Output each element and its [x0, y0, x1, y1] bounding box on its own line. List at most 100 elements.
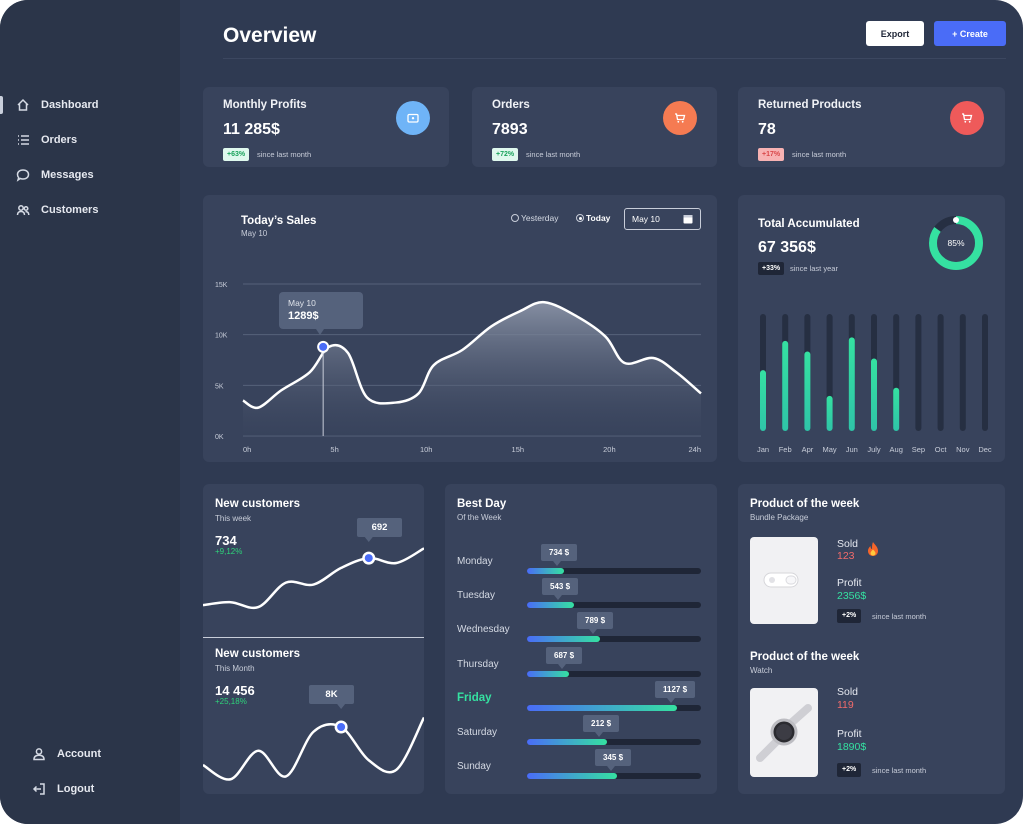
tag-tail — [589, 629, 597, 635]
radio-circle-checked — [576, 214, 584, 222]
highlight-point — [319, 342, 328, 351]
best-day-track — [527, 568, 701, 574]
nc-month-change: +25,18% — [215, 697, 247, 706]
stat-title: Monthly Profits — [223, 99, 307, 111]
accumulated-badge: +33% — [758, 262, 785, 275]
best-day-value-tag: 734 $ — [541, 544, 578, 566]
product-subtitle: Bundle Package — [750, 513, 809, 522]
tooltip-value: 1289$ — [288, 310, 319, 322]
nc-month-point — [337, 723, 346, 731]
nc-week-tooltip-tail — [364, 537, 373, 542]
radio-circle — [511, 214, 519, 222]
nc-month-line — [203, 716, 424, 781]
best-day-label: Thursday — [457, 658, 499, 670]
sidebar-item-label: Orders — [41, 134, 78, 146]
export-button[interactable]: Export — [866, 21, 924, 46]
x-tick-label: 24h — [688, 445, 701, 454]
bar — [760, 370, 766, 431]
best-day-label: Sunday — [457, 761, 491, 773]
y-tick-label: 10K — [215, 333, 228, 340]
best-day-label: Saturday — [457, 727, 498, 738]
sales-card: Today’s Sales May 10 Yesterday Today 0K 5… — [203, 195, 717, 462]
product-badge: +2% — [837, 763, 862, 777]
nc-month-tooltip: 8K — [309, 685, 354, 704]
tag-tail — [667, 697, 675, 703]
sold-value: 119 — [837, 699, 854, 711]
products-card: Product of the week Bundle Package Sold … — [738, 484, 1005, 794]
earbuds-image — [750, 537, 818, 624]
wallet-icon — [396, 101, 430, 135]
bar — [804, 351, 811, 431]
user-icon — [32, 747, 46, 761]
best-day-value: 212 $ — [591, 719, 612, 728]
sidebar: Dashboard Orders Messages Customers Acco… — [0, 0, 180, 824]
tag-tail — [595, 732, 603, 737]
tooltip-tail — [316, 329, 324, 335]
tag-tail — [607, 766, 615, 772]
nc-week-subtitle: This week — [215, 514, 252, 523]
best-day-value: 1127 $ — [663, 684, 688, 694]
nc-week-line — [203, 547, 424, 610]
accumulated-value: 67 356$ — [758, 239, 816, 256]
cart-icon — [663, 101, 697, 135]
bar — [848, 337, 855, 431]
radio-yesterday[interactable]: Yesterday — [511, 213, 559, 223]
best-day-track — [527, 773, 701, 780]
logout-icon — [32, 782, 46, 796]
best-day-track — [527, 670, 701, 677]
best-day-value-tag: 212 $ — [583, 715, 620, 737]
sidebar-item-label: Dashboard — [41, 99, 99, 111]
best-day-value-tag: 789 $ — [577, 612, 614, 635]
home-icon — [16, 98, 30, 112]
product-since: since last month — [872, 612, 927, 621]
stat-since: since last month — [792, 150, 847, 159]
product-subtitle: Watch — [750, 666, 773, 675]
nc-divider — [203, 637, 424, 638]
best-day-bar — [527, 739, 608, 745]
product-badge: +2% — [837, 609, 862, 623]
nc-week-change: +9,12% — [215, 547, 243, 556]
create-button[interactable]: + Create — [934, 21, 1006, 46]
sidebar-item-logout[interactable]: Logout — [32, 779, 94, 799]
sidebar-item-label: Logout — [57, 783, 95, 795]
sold-label: Sold — [837, 686, 859, 698]
stat-title: Orders — [492, 99, 530, 111]
sidebar-item-customers[interactable]: Customers — [16, 200, 98, 220]
bar-track — [937, 314, 944, 431]
sidebar-item-label: Customers — [41, 204, 99, 216]
new-customers-charts — [203, 537, 424, 781]
accumulated-chart: Jan Feb Apr May Jun July Aug Sep Oct Nov Dec 85% — [757, 216, 992, 454]
best-day-bar — [527, 773, 618, 780]
radio-label: Today — [586, 213, 611, 223]
stat-value: 11 285$ — [223, 121, 280, 138]
best-day-bar — [527, 636, 601, 643]
calendar-icon[interactable] — [683, 214, 693, 224]
profit-label: Profit — [837, 577, 862, 589]
tag-tail — [554, 595, 562, 601]
bar — [826, 395, 833, 431]
y-tick-label: 5K — [215, 383, 224, 390]
best-day-value-tag: 345 $ — [595, 749, 632, 772]
sold-label: Sold — [837, 538, 859, 550]
radio-today[interactable]: Today — [576, 213, 610, 223]
best-day-value-tag: 1127 $ — [655, 680, 696, 703]
bar-category-label: Apr — [802, 445, 814, 454]
sales-subtitle: May 10 — [241, 229, 268, 238]
sidebar-item-account[interactable]: Account — [32, 744, 101, 764]
y-tick-label: 15K — [215, 282, 228, 289]
best-day-value: 345 $ — [603, 753, 624, 763]
product-title: Product of the week — [750, 498, 860, 510]
best-day-bar — [527, 670, 569, 677]
bar-category-label: Aug — [890, 445, 903, 454]
date-input[interactable] — [624, 208, 701, 230]
sidebar-item-orders[interactable]: Orders — [16, 130, 77, 150]
sales-line — [242, 300, 702, 410]
chat-icon — [16, 168, 30, 182]
sidebar-item-dashboard[interactable]: Dashboard — [16, 95, 98, 115]
best-day-label: Wednesday — [457, 624, 510, 636]
best-day-track — [527, 636, 701, 643]
sidebar-item-messages[interactable]: Messages — [16, 165, 94, 185]
bar — [893, 387, 900, 431]
fire-icon — [868, 542, 878, 556]
stat-badge: +63% — [223, 148, 250, 161]
